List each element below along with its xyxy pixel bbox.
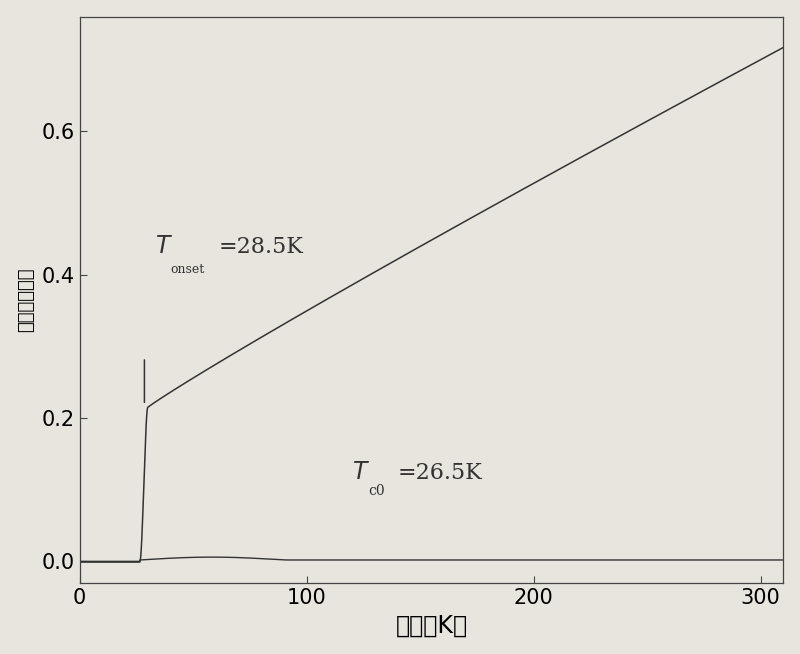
Y-axis label: （电阔）阔度: （电阔）阔度 [17, 267, 34, 332]
Text: =28.5K: =28.5K [218, 236, 303, 258]
Text: $T$: $T$ [352, 461, 370, 484]
Text: =26.5K: =26.5K [398, 462, 482, 484]
Text: c0: c0 [368, 484, 385, 498]
X-axis label: 温度（K）: 温度（K） [395, 613, 467, 638]
Text: $T$: $T$ [154, 235, 173, 258]
Text: onset: onset [170, 264, 205, 276]
